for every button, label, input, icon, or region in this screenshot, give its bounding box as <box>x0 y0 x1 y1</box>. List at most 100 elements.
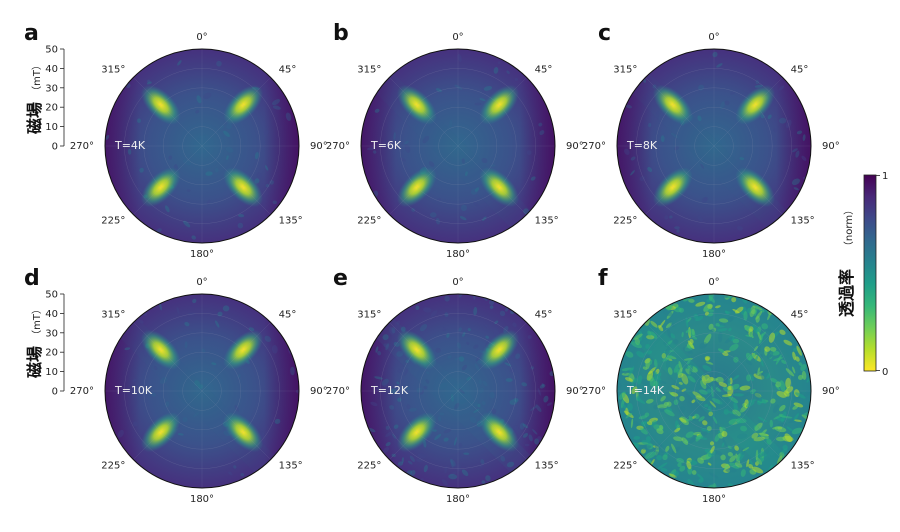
noise-speckle <box>272 200 277 205</box>
noise-speckle <box>716 63 723 68</box>
noise-speckle <box>796 130 803 135</box>
noise-speckle <box>662 454 668 461</box>
noise-speckle <box>481 89 486 94</box>
polar-panel-e: 0° 45° 90° 135° 180° 225° 270° 315° T=12K e <box>326 266 584 505</box>
noise-speckle <box>720 101 725 110</box>
temperature-label: T=10K <box>114 384 153 397</box>
noise-speckle <box>673 399 679 405</box>
noise-speckle <box>703 333 712 345</box>
noise-speckle <box>132 421 138 427</box>
noise-speckle <box>703 308 715 312</box>
noise-speckle <box>688 298 695 303</box>
noise-speckle <box>671 446 681 455</box>
noise-speckle <box>792 366 796 374</box>
noise-speckle <box>752 466 764 474</box>
noise-speckle <box>506 70 510 74</box>
grid-spoke <box>645 322 715 392</box>
noise-speckle <box>695 315 704 322</box>
noise-speckle <box>698 478 704 483</box>
angle-label: 90° <box>310 386 328 397</box>
absorption-lobe <box>396 84 437 125</box>
noise-speckle <box>505 307 509 312</box>
polar-outline <box>104 48 300 244</box>
noise-speckle <box>206 199 211 206</box>
colorbar: 1 0 透過率 （norm） <box>837 171 888 378</box>
angle-label: 45° <box>791 64 809 75</box>
noise-speckle <box>708 472 719 479</box>
angle-label: 225° <box>101 216 125 227</box>
noise-speckle <box>546 402 553 406</box>
noise-speckle <box>703 196 709 202</box>
absorption-lobe <box>735 167 776 208</box>
noise-speckle <box>186 189 191 192</box>
noise-speckle <box>383 383 388 388</box>
grid-ring <box>380 68 536 224</box>
noise-speckle <box>479 464 484 468</box>
absorption-lobe <box>652 167 693 208</box>
grid-spoke <box>457 390 527 460</box>
noise-speckle <box>623 410 634 418</box>
noise-speckle <box>422 135 430 144</box>
noise-speckle <box>736 418 747 424</box>
noise-speckle <box>721 442 725 447</box>
noise-speckle <box>682 347 693 354</box>
noise-speckle <box>635 397 646 404</box>
noise-speckle <box>410 470 416 476</box>
noise-speckle <box>774 451 779 459</box>
noise-speckle <box>458 443 463 448</box>
noise-speckle <box>528 434 533 442</box>
radial-tick-label: 0 <box>52 387 58 398</box>
noise-speckle <box>205 171 213 176</box>
noise-speckle <box>458 356 465 362</box>
grid-spoke <box>133 77 203 147</box>
noise-speckle <box>409 407 417 412</box>
noise-speckle <box>674 226 680 230</box>
noise-speckle <box>636 375 643 385</box>
noise-speckle <box>676 457 685 464</box>
noise-speckle <box>731 383 740 390</box>
noise-speckle <box>754 305 758 317</box>
noise-speckle <box>228 471 233 476</box>
noise-speckle <box>800 363 807 372</box>
noise-speckle <box>773 127 778 133</box>
noise-speckle <box>377 350 382 356</box>
y-axis-unit-bottom: （mT） <box>31 304 43 340</box>
absorption-lobe <box>223 167 264 208</box>
noise-speckle <box>700 380 707 389</box>
noise-speckle <box>467 328 471 332</box>
noise-speckle <box>744 325 751 331</box>
noise-speckle <box>439 412 445 416</box>
noise-speckle <box>757 416 767 423</box>
noise-speckle <box>481 157 488 164</box>
noise-speckle <box>663 401 670 406</box>
noise-speckle <box>383 343 389 348</box>
noise-speckle <box>732 374 740 381</box>
noise-speckle <box>701 197 708 203</box>
noise-speckle <box>375 346 379 353</box>
noise-speckle <box>673 363 680 373</box>
noise-speckle <box>768 332 776 343</box>
noise-speckle <box>677 367 683 377</box>
noise-speckle <box>698 84 705 91</box>
noise-speckle <box>687 328 696 338</box>
noise-speckle <box>724 463 729 470</box>
noise-speckle <box>759 371 763 374</box>
noise-speckle <box>697 115 702 122</box>
angle-label: 0° <box>196 32 207 43</box>
radial-tick-label: 40 <box>45 309 58 320</box>
noise-speckle <box>698 416 705 422</box>
noise-speckle <box>708 411 714 417</box>
radial-tick-label: 30 <box>45 83 58 94</box>
y-axis-title-top: 磁場 <box>25 102 44 134</box>
noise-speckle <box>435 218 440 225</box>
noise-speckle <box>177 60 182 66</box>
noise-speckle <box>137 118 141 123</box>
noise-speckle <box>729 462 740 469</box>
noise-speckle <box>194 151 200 154</box>
noise-speckle <box>678 417 687 423</box>
noise-speckle <box>405 386 411 391</box>
radial-axis-bottom: 0 10 20 30 40 50 <box>45 290 65 398</box>
noise-speckle <box>707 462 712 466</box>
noise-speckle <box>777 455 783 466</box>
absorption-lobe <box>479 329 520 370</box>
